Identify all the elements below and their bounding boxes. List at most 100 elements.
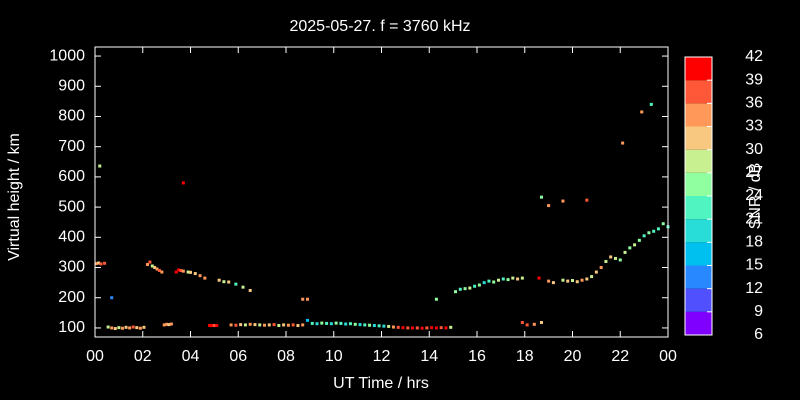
- point: [585, 277, 589, 281]
- point: [566, 279, 570, 283]
- point: [131, 325, 135, 329]
- point: [633, 243, 637, 247]
- colorbar-band: [685, 103, 712, 127]
- point: [212, 324, 216, 328]
- y-axis-label: Virtual height / km: [6, 133, 23, 261]
- colorbar-band: [685, 57, 712, 81]
- point: [580, 278, 584, 282]
- point: [334, 321, 338, 325]
- point: [315, 322, 319, 326]
- point: [628, 246, 632, 250]
- colorbar-tick-label: 15: [745, 257, 763, 274]
- point: [286, 323, 290, 327]
- point: [551, 281, 555, 285]
- point: [97, 261, 101, 265]
- point: [609, 255, 613, 259]
- point: [181, 181, 185, 185]
- point: [179, 269, 183, 273]
- point: [420, 326, 424, 330]
- point: [222, 280, 226, 284]
- point: [637, 238, 641, 242]
- point: [94, 262, 98, 266]
- colorbar-tick-label: 9: [754, 303, 763, 320]
- point: [193, 272, 197, 276]
- colorbar-label: SNR / dB: [747, 163, 764, 230]
- point: [401, 326, 405, 330]
- point: [138, 326, 142, 330]
- point: [656, 227, 660, 231]
- point: [162, 323, 166, 327]
- point: [547, 204, 551, 208]
- point: [253, 323, 257, 327]
- point: [301, 323, 305, 327]
- point: [305, 297, 309, 301]
- colorbar-band: [685, 196, 712, 220]
- colorbar-band: [685, 288, 712, 312]
- colorbar-band: [685, 126, 712, 150]
- point: [537, 276, 541, 280]
- point: [198, 274, 202, 278]
- point: [539, 321, 543, 324]
- point: [561, 278, 565, 282]
- x-tick-label: 00: [659, 348, 677, 365]
- point: [473, 284, 477, 288]
- point: [647, 231, 651, 235]
- point: [103, 261, 107, 265]
- point: [444, 326, 448, 330]
- point: [571, 279, 574, 283]
- y-tick-label: 1000: [49, 47, 85, 64]
- point: [113, 327, 117, 331]
- point: [258, 323, 262, 327]
- point: [217, 278, 221, 282]
- point: [539, 195, 543, 199]
- point: [434, 326, 438, 330]
- point: [320, 321, 324, 325]
- point: [382, 324, 386, 328]
- point: [661, 222, 665, 226]
- point: [520, 321, 524, 324]
- point: [305, 318, 309, 322]
- point: [618, 258, 622, 262]
- point: [157, 269, 161, 273]
- point: [296, 324, 300, 328]
- y-tick-label: 400: [58, 229, 85, 246]
- point: [189, 270, 192, 274]
- point: [649, 102, 653, 106]
- x-tick-label: 14: [420, 348, 438, 365]
- x-tick-label: 00: [86, 348, 104, 365]
- point: [325, 321, 329, 325]
- point: [263, 323, 267, 327]
- colorbar-tick-label: 27: [745, 164, 763, 181]
- point: [396, 325, 400, 329]
- point: [463, 287, 467, 291]
- point: [272, 323, 276, 327]
- point: [599, 266, 603, 270]
- colorbar-tick-label: 36: [745, 95, 763, 112]
- chart-title: 2025-05-27. f = 3760 kHz: [289, 18, 470, 35]
- point: [165, 322, 169, 326]
- colorbar-band: [685, 242, 712, 266]
- point: [277, 324, 281, 328]
- point: [482, 281, 486, 285]
- point: [458, 287, 462, 291]
- point: [613, 256, 617, 260]
- point: [106, 325, 110, 329]
- point: [520, 276, 524, 280]
- point: [516, 277, 520, 281]
- point: [391, 325, 395, 329]
- y-tick-label: 900: [58, 77, 85, 94]
- point: [590, 275, 594, 279]
- x-tick-label: 06: [229, 348, 247, 365]
- y-tick-label: 700: [58, 138, 85, 155]
- point: [148, 260, 152, 264]
- point: [234, 282, 238, 286]
- point: [406, 326, 410, 330]
- point: [110, 326, 114, 330]
- point: [160, 270, 164, 274]
- point: [477, 283, 481, 287]
- point: [117, 326, 121, 330]
- point: [153, 266, 157, 270]
- y-tick-label: 200: [58, 289, 85, 306]
- x-tick-label: 20: [564, 348, 582, 365]
